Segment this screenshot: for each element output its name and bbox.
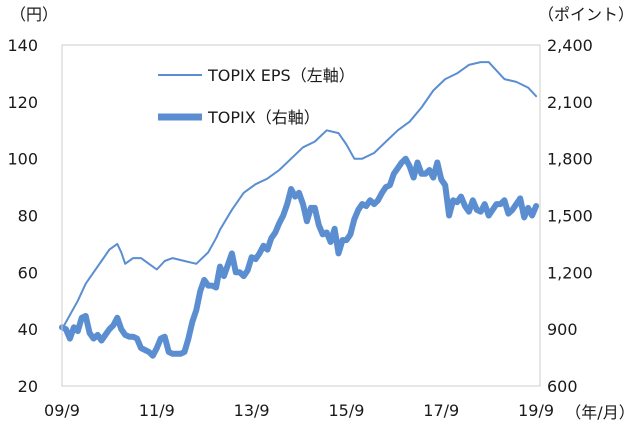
y-left-tick-label: 140 bbox=[7, 36, 38, 55]
y-axis-left-ticks: 140 120 100 80 60 40 20 bbox=[7, 36, 38, 396]
x-tick-label: 15/9 bbox=[328, 401, 364, 420]
y-right-tick-label: 900 bbox=[547, 320, 578, 339]
y-left-tick-label: 100 bbox=[7, 150, 38, 169]
x-tick-label: 13/9 bbox=[234, 401, 270, 420]
x-axis-ticks: 09/9 11/9 13/9 15/9 17/9 19/9 bbox=[44, 401, 554, 420]
x-tick-label: 11/9 bbox=[139, 401, 175, 420]
y-left-tick-label: 40 bbox=[18, 320, 38, 339]
legend: TOPIX EPS（左軸） TOPIX（右軸） bbox=[158, 66, 355, 127]
y-right-tick-label: 1,800 bbox=[547, 150, 593, 169]
left-axis-unit: （円） bbox=[10, 5, 58, 24]
y-left-tick-label: 120 bbox=[7, 93, 38, 112]
series-line-topix-eps bbox=[61, 61, 538, 331]
x-tick-label: 19/9 bbox=[518, 401, 554, 420]
series-line-topix bbox=[59, 155, 540, 359]
y-right-tick-label: 1,200 bbox=[547, 263, 593, 282]
y-right-tick-label: 600 bbox=[547, 377, 578, 396]
y-axis-right-ticks: 2,400 2,100 1,800 1,500 1,200 900 600 bbox=[547, 36, 593, 396]
right-axis-unit: （ポイント） bbox=[538, 5, 634, 24]
x-axis-unit: （年/月） bbox=[565, 403, 634, 422]
legend-label-topix: TOPIX（右軸） bbox=[207, 108, 320, 127]
y-left-tick-label: 80 bbox=[18, 207, 38, 226]
plot-area-frame bbox=[61, 44, 541, 387]
x-tick-label: 09/9 bbox=[44, 401, 80, 420]
y-left-tick-label: 60 bbox=[18, 263, 38, 282]
y-right-tick-label: 2,400 bbox=[547, 36, 593, 55]
y-right-tick-label: 2,100 bbox=[547, 93, 593, 112]
y-left-tick-label: 20 bbox=[18, 377, 38, 396]
series-layer bbox=[59, 61, 540, 359]
x-tick-label: 17/9 bbox=[423, 401, 459, 420]
y-right-tick-label: 1,500 bbox=[547, 207, 593, 226]
legend-label-eps: TOPIX EPS（左軸） bbox=[207, 66, 355, 85]
